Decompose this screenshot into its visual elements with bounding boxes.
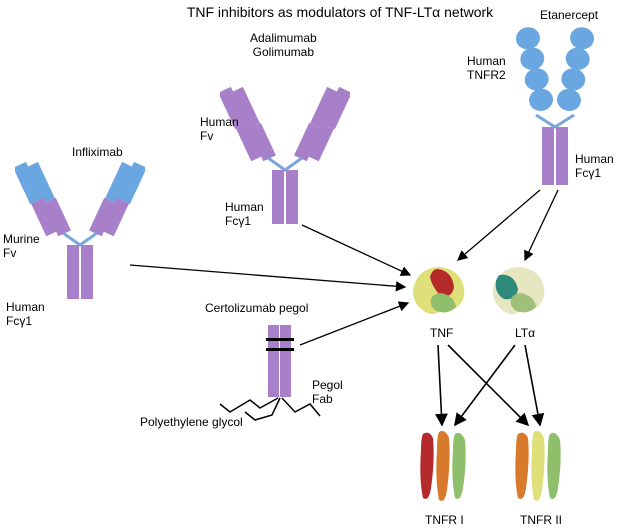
tnfr1-label: TNFR I: [425, 513, 464, 527]
certolizumab-label: Certolizumab pegol: [205, 301, 308, 315]
certolizumab-fab-label: PegolFab: [312, 378, 343, 406]
tnf-label: TNF: [430, 326, 453, 340]
adalimumab-label: AdalimumabGolimumab: [250, 31, 317, 59]
adalimumab-fc-label: HumanFcγ1: [225, 200, 264, 228]
adalimumab-fv-label: HumanFv: [200, 115, 239, 143]
etanercept-label: Etanercept: [540, 8, 598, 22]
tnfr2-label: TNFR II: [520, 513, 562, 527]
infliximab-fv-label: MurineFv: [3, 232, 40, 260]
lta-trimer: [490, 265, 552, 325]
infliximab-fc-label: HumanFcγ1: [6, 300, 45, 328]
etanercept-tnfr-label: HumanTNFR2: [467, 54, 506, 82]
certolizumab-peg-label: Polyethylene glycol: [140, 415, 243, 429]
infliximab-label: Infliximab: [72, 145, 123, 159]
tnfr2-receptor: [510, 430, 570, 510]
etanercept-fc-label: HumanFcγ1: [575, 152, 614, 180]
etanercept-molecule: [500, 25, 610, 230]
tnf-trimer: [410, 265, 472, 325]
tnfr1-receptor: [415, 430, 475, 510]
lta-label: LTα: [515, 326, 535, 340]
figure-title: TNF inhibitors as modulators of TNF-LTα …: [140, 4, 540, 20]
